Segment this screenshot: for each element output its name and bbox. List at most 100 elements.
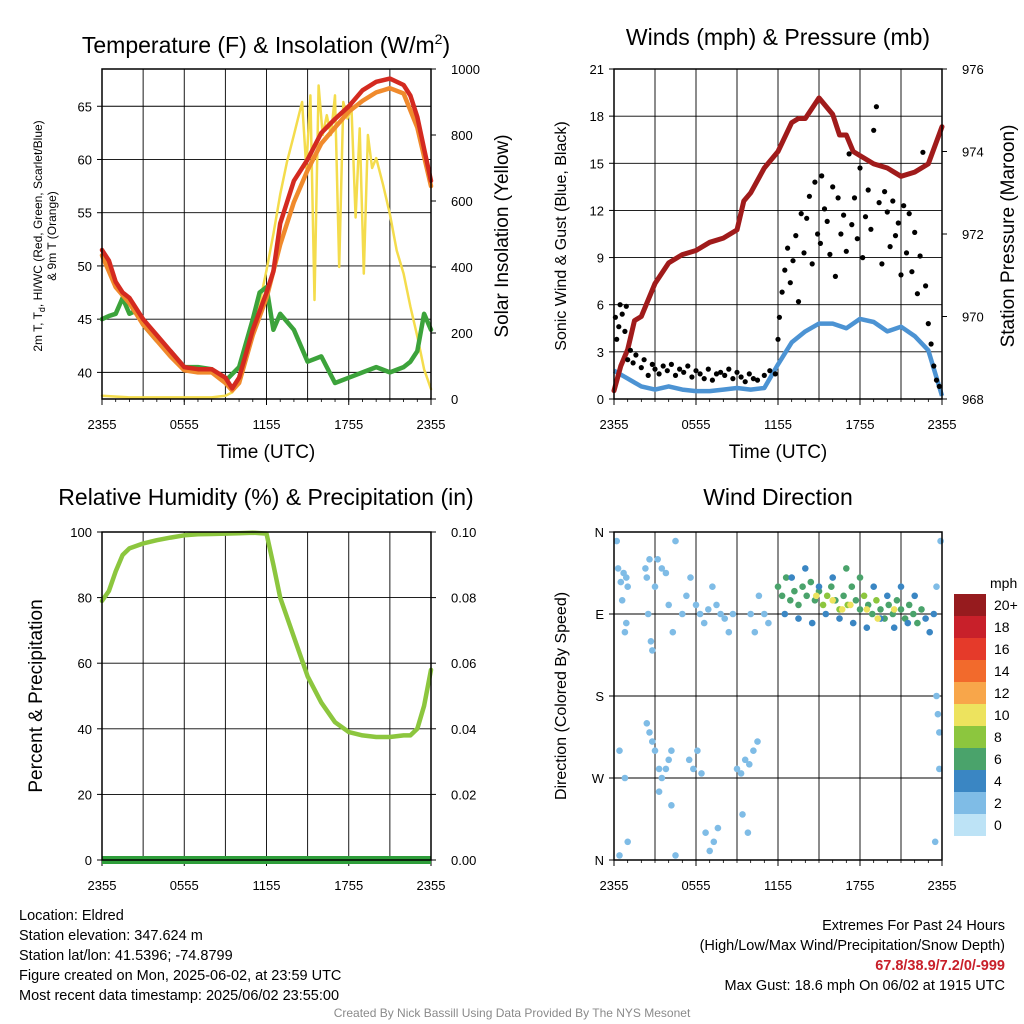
direction-point <box>890 606 898 613</box>
direction-point <box>782 574 790 581</box>
gust-point <box>677 366 683 372</box>
gust-point <box>830 184 836 190</box>
direction-point <box>662 569 670 577</box>
direction-point <box>874 615 882 622</box>
legend-swatch <box>954 660 986 682</box>
y2-tick-label: 0.04 <box>451 722 476 737</box>
direction-point <box>828 583 835 590</box>
direction-point <box>621 774 629 782</box>
direction-point <box>884 592 891 600</box>
y2-tick-label: 968 <box>962 392 984 407</box>
y-tick-label: 50 <box>78 259 92 274</box>
direction-point <box>709 583 716 590</box>
legend-label: 12 <box>994 685 1010 701</box>
station-elevation: Station elevation: 347.624 m <box>19 928 203 944</box>
direction-point <box>754 738 761 745</box>
legend-label: 20+ <box>994 597 1018 613</box>
legend-swatch <box>954 704 986 726</box>
max-gust: Max Gust: 18.6 mph On 06/02 at 1915 UTC <box>724 978 1005 994</box>
y2-tick-label: 0 <box>451 392 458 407</box>
direction-point <box>905 601 913 609</box>
direction-point <box>733 765 741 773</box>
direction-point <box>936 765 943 773</box>
direction-point <box>694 747 701 754</box>
extremes-values: 67.8/38.9/7.2/0/-999 <box>875 958 1005 974</box>
direction-point <box>847 601 854 609</box>
x-tick-label: 1755 <box>846 417 875 432</box>
direction-point <box>692 601 700 609</box>
legend-swatch <box>954 682 986 704</box>
direction-point <box>617 578 625 586</box>
direction-point <box>885 601 892 609</box>
gust-point <box>871 127 877 133</box>
gust-point <box>652 366 658 372</box>
y2-tick-label: 972 <box>962 227 984 242</box>
direction-panel: Wind Direction Direction (Colored By Spe… <box>553 484 1018 893</box>
x-tick-label: 1755 <box>334 878 363 893</box>
direction-title: Wind Direction <box>703 484 853 510</box>
gust-point <box>746 371 752 377</box>
legend-label: 16 <box>994 641 1010 657</box>
direction-point <box>649 738 656 745</box>
legend-label: 2 <box>994 795 1002 811</box>
direction-point <box>658 565 666 572</box>
y2-tick-label: 0.02 <box>451 787 476 802</box>
gust-point <box>776 314 783 320</box>
direction-point <box>741 756 749 764</box>
direction-point <box>873 597 880 604</box>
temperature-x-label: Time (UTC) <box>217 442 316 463</box>
gust-point <box>649 361 655 367</box>
direction-point <box>651 747 659 754</box>
gust-point <box>931 363 937 369</box>
direction-point <box>822 610 830 618</box>
x-tick-label: 2355 <box>88 878 117 893</box>
gust-point <box>645 372 651 378</box>
gust-point <box>851 195 858 201</box>
legend-label: 8 <box>994 729 1002 745</box>
gust-point <box>641 357 647 363</box>
direction-point <box>761 610 768 618</box>
y-tick-label: 60 <box>78 152 92 167</box>
gust-point <box>750 376 757 382</box>
temperature-title: Temperature (F) & Insolation (W/m2) <box>82 31 450 58</box>
gust-point <box>801 250 807 256</box>
station-info: Location: Eldred Station elevation: 347.… <box>19 906 341 1006</box>
gust-point <box>785 245 791 251</box>
x-tick-label: 1155 <box>253 417 281 432</box>
humidity-panel: Relative Humidity (%) & Precipitation (i… <box>26 484 476 893</box>
direction-point <box>914 619 921 627</box>
gust-point <box>730 376 736 382</box>
direction-point <box>614 565 622 572</box>
direction-point <box>829 574 836 581</box>
direction-point <box>819 601 827 609</box>
x-tick-label: 2355 <box>928 417 957 432</box>
y2-tick-label: 400 <box>451 260 473 275</box>
x-tick-label: 2355 <box>88 417 117 432</box>
gust-point <box>936 383 942 389</box>
gust-point <box>767 368 773 374</box>
speed-legend: 20+ 18 16 14 12 10 8 6 4 2 0 <box>954 594 1018 836</box>
gust-point <box>809 261 815 267</box>
direction-point <box>700 619 708 627</box>
direction-point <box>725 628 733 636</box>
gust-point <box>906 211 912 217</box>
direction-point <box>869 610 876 618</box>
direction-point <box>856 606 864 613</box>
direction-point <box>702 829 709 836</box>
extremes-subtitle: (High/Low/Max Wind/Precipitation/Snow De… <box>699 938 1005 954</box>
direction-point <box>897 606 905 613</box>
x-tick-label: 2355 <box>600 417 629 432</box>
y-tick-label: 60 <box>78 656 92 671</box>
humidity-y-label: Percent & Precipitation <box>26 599 47 792</box>
direction-point <box>765 619 772 627</box>
legend-swatch <box>954 616 986 638</box>
direction-point <box>863 606 871 613</box>
x-tick-label: 1755 <box>334 417 363 432</box>
gust-point <box>798 211 804 217</box>
gust-point <box>627 347 634 353</box>
y-tick-label: 0 <box>85 853 92 868</box>
direction-point <box>669 628 677 636</box>
gust-point <box>865 187 871 193</box>
direction-point <box>788 574 795 581</box>
direction-point <box>746 761 753 768</box>
